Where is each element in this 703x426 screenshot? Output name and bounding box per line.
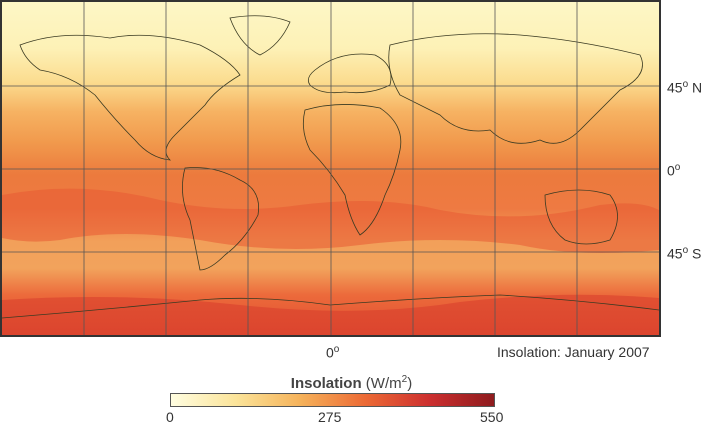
greenland-outline bbox=[229, 15, 291, 56]
africa-outline bbox=[302, 104, 402, 236]
lat-label-equator: 0o bbox=[667, 162, 681, 179]
gridlines bbox=[2, 2, 659, 335]
lat-label-45s: 45o S bbox=[667, 245, 702, 262]
legend-color-bar bbox=[170, 393, 495, 407]
lon-label-prime-meridian: 0o bbox=[326, 344, 340, 361]
legend-title: Insolation (W/m2) bbox=[290, 374, 413, 392]
legend-max-label: 550 bbox=[480, 409, 504, 425]
map-caption: Insolation: January 2007 bbox=[497, 344, 650, 360]
europe-outline bbox=[307, 53, 392, 94]
legend-min-label: 0 bbox=[166, 409, 174, 425]
map-frame bbox=[0, 0, 661, 337]
antarctica-outline bbox=[2, 294, 659, 319]
map-background bbox=[2, 2, 659, 335]
asia-outline bbox=[388, 33, 643, 144]
australia-outline bbox=[544, 189, 618, 245]
continent-outlines bbox=[2, 15, 659, 319]
legend-mid-label: 275 bbox=[318, 409, 342, 425]
lat-label-45n: 45o N bbox=[667, 79, 703, 96]
south-america-outline bbox=[182, 167, 259, 271]
